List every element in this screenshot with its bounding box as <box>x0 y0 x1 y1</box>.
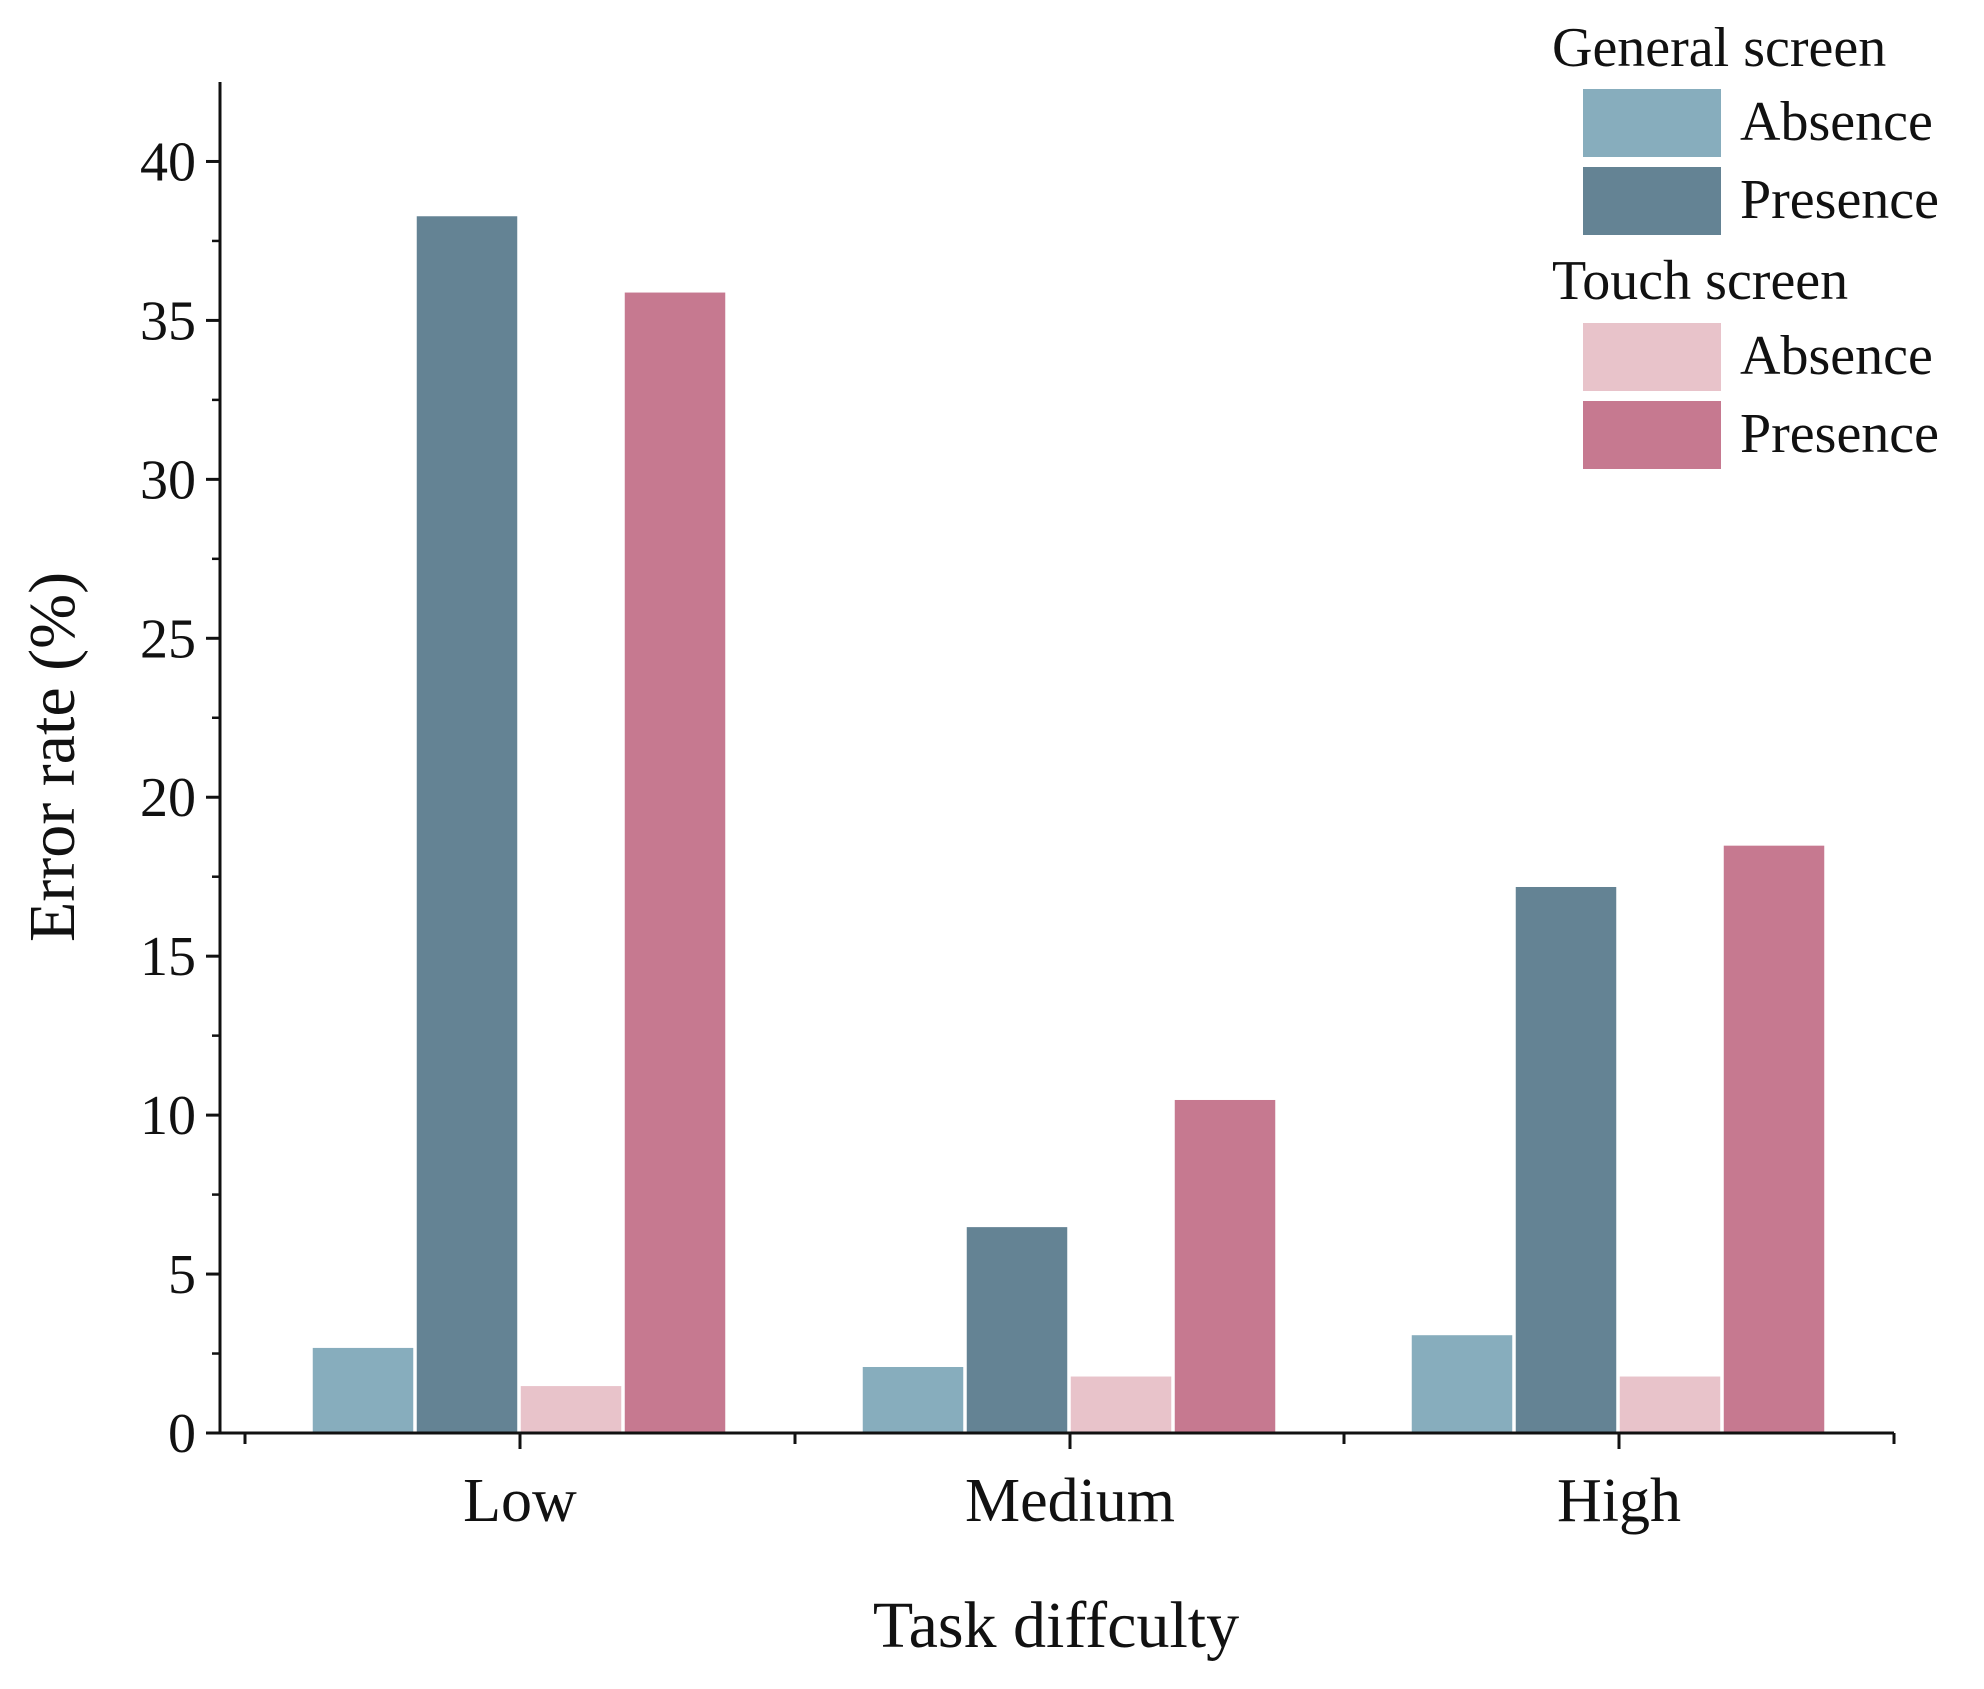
y-tick-label: 0 <box>168 1403 196 1465</box>
x-category-label: High <box>1557 1467 1681 1535</box>
y-tick-label: 35 <box>140 290 196 352</box>
y-tick-label: 40 <box>140 131 196 193</box>
y-axis-title: Error rate (%) <box>16 572 89 942</box>
legend-group-title: Touch screen <box>1552 250 1848 312</box>
x-category-label: Low <box>463 1467 577 1535</box>
y-tick-label: 20 <box>140 767 196 829</box>
bar-general-screen-presence-low <box>415 214 519 1434</box>
axes-layer: 0 5 10 15 20 25 30 35 40 Low Medium High <box>140 82 1896 1535</box>
legend-swatch <box>1581 87 1723 159</box>
bars-layer <box>311 214 1826 1434</box>
legend-entry-label: Absence <box>1740 91 1933 153</box>
legend-entry-label: Presence <box>1740 403 1939 465</box>
legend-entry-label: Presence <box>1740 169 1939 231</box>
y-tick-label: 30 <box>140 449 196 511</box>
y-tick-label: 10 <box>140 1085 196 1147</box>
x-category-label: Medium <box>965 1467 1175 1535</box>
x-axis-title: Task diffculty <box>873 1589 1239 1662</box>
bar-touch-screen-absence-high <box>1618 1375 1722 1434</box>
bar-touch-screen-presence-high <box>1722 844 1826 1434</box>
legend-group-title: General screen <box>1552 17 1886 79</box>
bar-general-screen-absence-low <box>311 1346 415 1434</box>
bar-general-screen-absence-medium <box>861 1365 965 1434</box>
bar-general-screen-absence-high <box>1410 1333 1514 1434</box>
bar-touch-screen-absence-medium <box>1069 1375 1173 1434</box>
bar-general-screen-presence-medium <box>965 1225 1069 1434</box>
legend-swatch <box>1581 165 1723 237</box>
legend-swatch <box>1581 399 1723 471</box>
bar-touch-screen-absence-low <box>519 1384 623 1434</box>
legend: General screen Absence Presence Touch scree… <box>1552 17 1939 471</box>
y-tick-label: 5 <box>168 1244 196 1306</box>
legend-swatch <box>1581 321 1723 393</box>
y-tick-label: 25 <box>140 608 196 670</box>
y-tick-label: 15 <box>140 926 196 988</box>
legend-entry-label: Absence <box>1740 325 1933 387</box>
bar-touch-screen-presence-low <box>623 291 727 1434</box>
bar-general-screen-presence-high <box>1514 885 1618 1434</box>
bar-touch-screen-presence-medium <box>1173 1098 1277 1434</box>
